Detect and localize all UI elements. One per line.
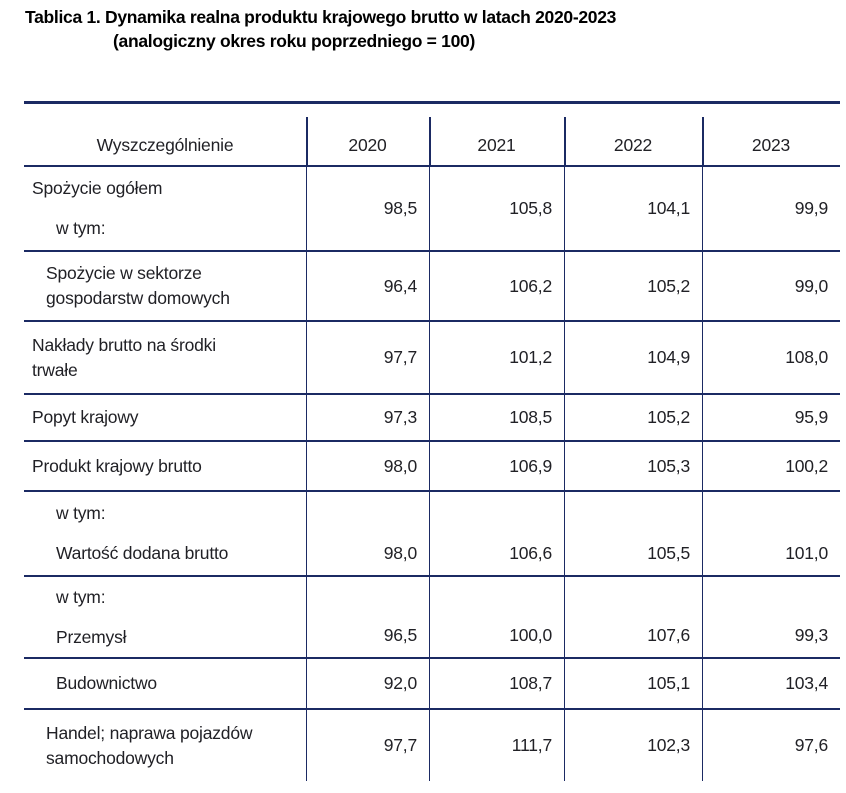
row-label: Nakłady brutto na środki trwałe <box>24 322 306 393</box>
row-label: w tym: Wartość dodana brutto <box>24 492 306 575</box>
row-value: 99,0 <box>702 252 840 320</box>
row-label-line: gospodarstw domowych <box>46 288 230 308</box>
row-value: 105,3 <box>564 442 702 490</box>
table-row: Spożycie ogółem w tym: 98,5 105,8 104,1 99,9 <box>24 167 840 252</box>
table-row: Budownictwo 92,0 108,7 105,1 103,4 <box>24 659 840 710</box>
row-value: 100,2 <box>702 442 840 490</box>
table-row: Nakłady brutto na środki trwałe 97,7 101,2 1… <box>24 322 840 395</box>
row-label-line: Spożycie w sektorze <box>46 263 202 283</box>
row-label-line: Nakłady brutto na środki <box>32 334 216 355</box>
data-table: Wyszczególnienie 2020 2021 2022 2023 Spo… <box>24 101 840 781</box>
row-value: 98,5 <box>306 167 429 250</box>
table-body: Spożycie ogółem w tym: 98,5 105,8 104,1 99,9 S… <box>24 167 840 781</box>
row-label: Spożycie w sektorze gospodarstw domowych <box>24 252 306 320</box>
row-value: 106,2 <box>429 252 564 320</box>
row-value: 95,9 <box>702 395 840 440</box>
row-value: 111,7 <box>429 710 564 781</box>
row-label-line: samochodowych <box>46 747 174 768</box>
row-label: Handel; naprawa pojazdów samochodowych <box>24 710 306 781</box>
table-title-line2: (analogiczny okres roku poprzedniego = 1… <box>113 31 475 51</box>
row-value: 105,8 <box>429 167 564 250</box>
row-value: 105,5 <box>564 492 702 575</box>
row-value: 96,5 <box>306 577 429 657</box>
row-value: 96,4 <box>306 252 429 320</box>
row-value: 105,1 <box>564 659 702 708</box>
row-label: Popyt krajowy <box>24 395 306 440</box>
table-row: w tym: Wartość dodana brutto 98,0 106,6 105,… <box>24 492 840 577</box>
row-value: 101,0 <box>702 492 840 575</box>
row-label: Spożycie ogółem w tym: <box>24 167 306 250</box>
row-value: 98,0 <box>306 442 429 490</box>
row-label-line: Popyt krajowy <box>32 407 139 427</box>
row-label: Budownictwo <box>24 659 306 708</box>
row-label-line: w tym: <box>56 503 106 523</box>
row-value: 105,2 <box>564 252 702 320</box>
row-value: 99,9 <box>702 167 840 250</box>
row-label-line: Przemysł <box>56 626 127 647</box>
row-label-line: trwałe <box>32 359 78 380</box>
table-title-line1: Tablica 1. Dynamika realna produktu kraj… <box>25 7 617 27</box>
row-value: 105,2 <box>564 395 702 440</box>
table-row: Spożycie w sektorze gospodarstw domowych 9… <box>24 252 840 322</box>
row-value: 108,7 <box>429 659 564 708</box>
table-row: Produkt krajowy brutto 98,0 106,9 105,3 100,… <box>24 442 840 492</box>
row-value: 97,7 <box>306 322 429 393</box>
row-value: 100,0 <box>429 577 564 657</box>
row-label-line: w tym: <box>56 218 106 238</box>
row-value: 97,6 <box>702 710 840 781</box>
row-label-line: Spożycie ogółem <box>32 178 163 198</box>
column-header-year-2022: 2022 <box>564 104 702 165</box>
row-value: 99,3 <box>702 577 840 657</box>
row-value: 108,0 <box>702 322 840 393</box>
row-value: 102,3 <box>564 710 702 781</box>
row-value: 97,7 <box>306 710 429 781</box>
row-value: 107,6 <box>564 577 702 657</box>
table-row: w tym: Przemysł 96,5 100,0 107,6 99,3 <box>24 577 840 659</box>
row-value: 98,0 <box>306 492 429 575</box>
row-value: 103,4 <box>702 659 840 708</box>
row-value: 97,3 <box>306 395 429 440</box>
column-header-year-2023: 2023 <box>702 104 840 165</box>
table-row: Popyt krajowy 97,3 108,5 105,2 95,9 <box>24 395 840 442</box>
column-header-year-2020: 2020 <box>306 104 429 165</box>
table-title: Tablica 1. Dynamika realna produktu kraj… <box>25 5 616 53</box>
row-label-line: Budownictwo <box>56 673 157 693</box>
row-label-line: Handel; naprawa pojazdów <box>46 722 253 743</box>
row-value: 104,1 <box>564 167 702 250</box>
row-label-line: Wartość dodana brutto <box>56 543 229 563</box>
row-label: w tym: Przemysł <box>24 577 306 657</box>
row-label: Produkt krajowy brutto <box>24 442 306 490</box>
row-value: 104,9 <box>564 322 702 393</box>
row-value: 108,5 <box>429 395 564 440</box>
row-label-line: w tym: <box>56 586 106 607</box>
column-header-year-2021: 2021 <box>429 104 564 165</box>
column-header-wyszczegolnienie: Wyszczególnienie <box>96 135 234 155</box>
row-value: 92,0 <box>306 659 429 708</box>
table-header-row: Wyszczególnienie 2020 2021 2022 2023 <box>24 104 840 167</box>
row-value: 106,6 <box>429 492 564 575</box>
table-row: Handel; naprawa pojazdów samochodowych 97,… <box>24 710 840 781</box>
row-label-line: Produkt krajowy brutto <box>32 455 202 476</box>
row-value: 106,9 <box>429 442 564 490</box>
row-value: 101,2 <box>429 322 564 393</box>
